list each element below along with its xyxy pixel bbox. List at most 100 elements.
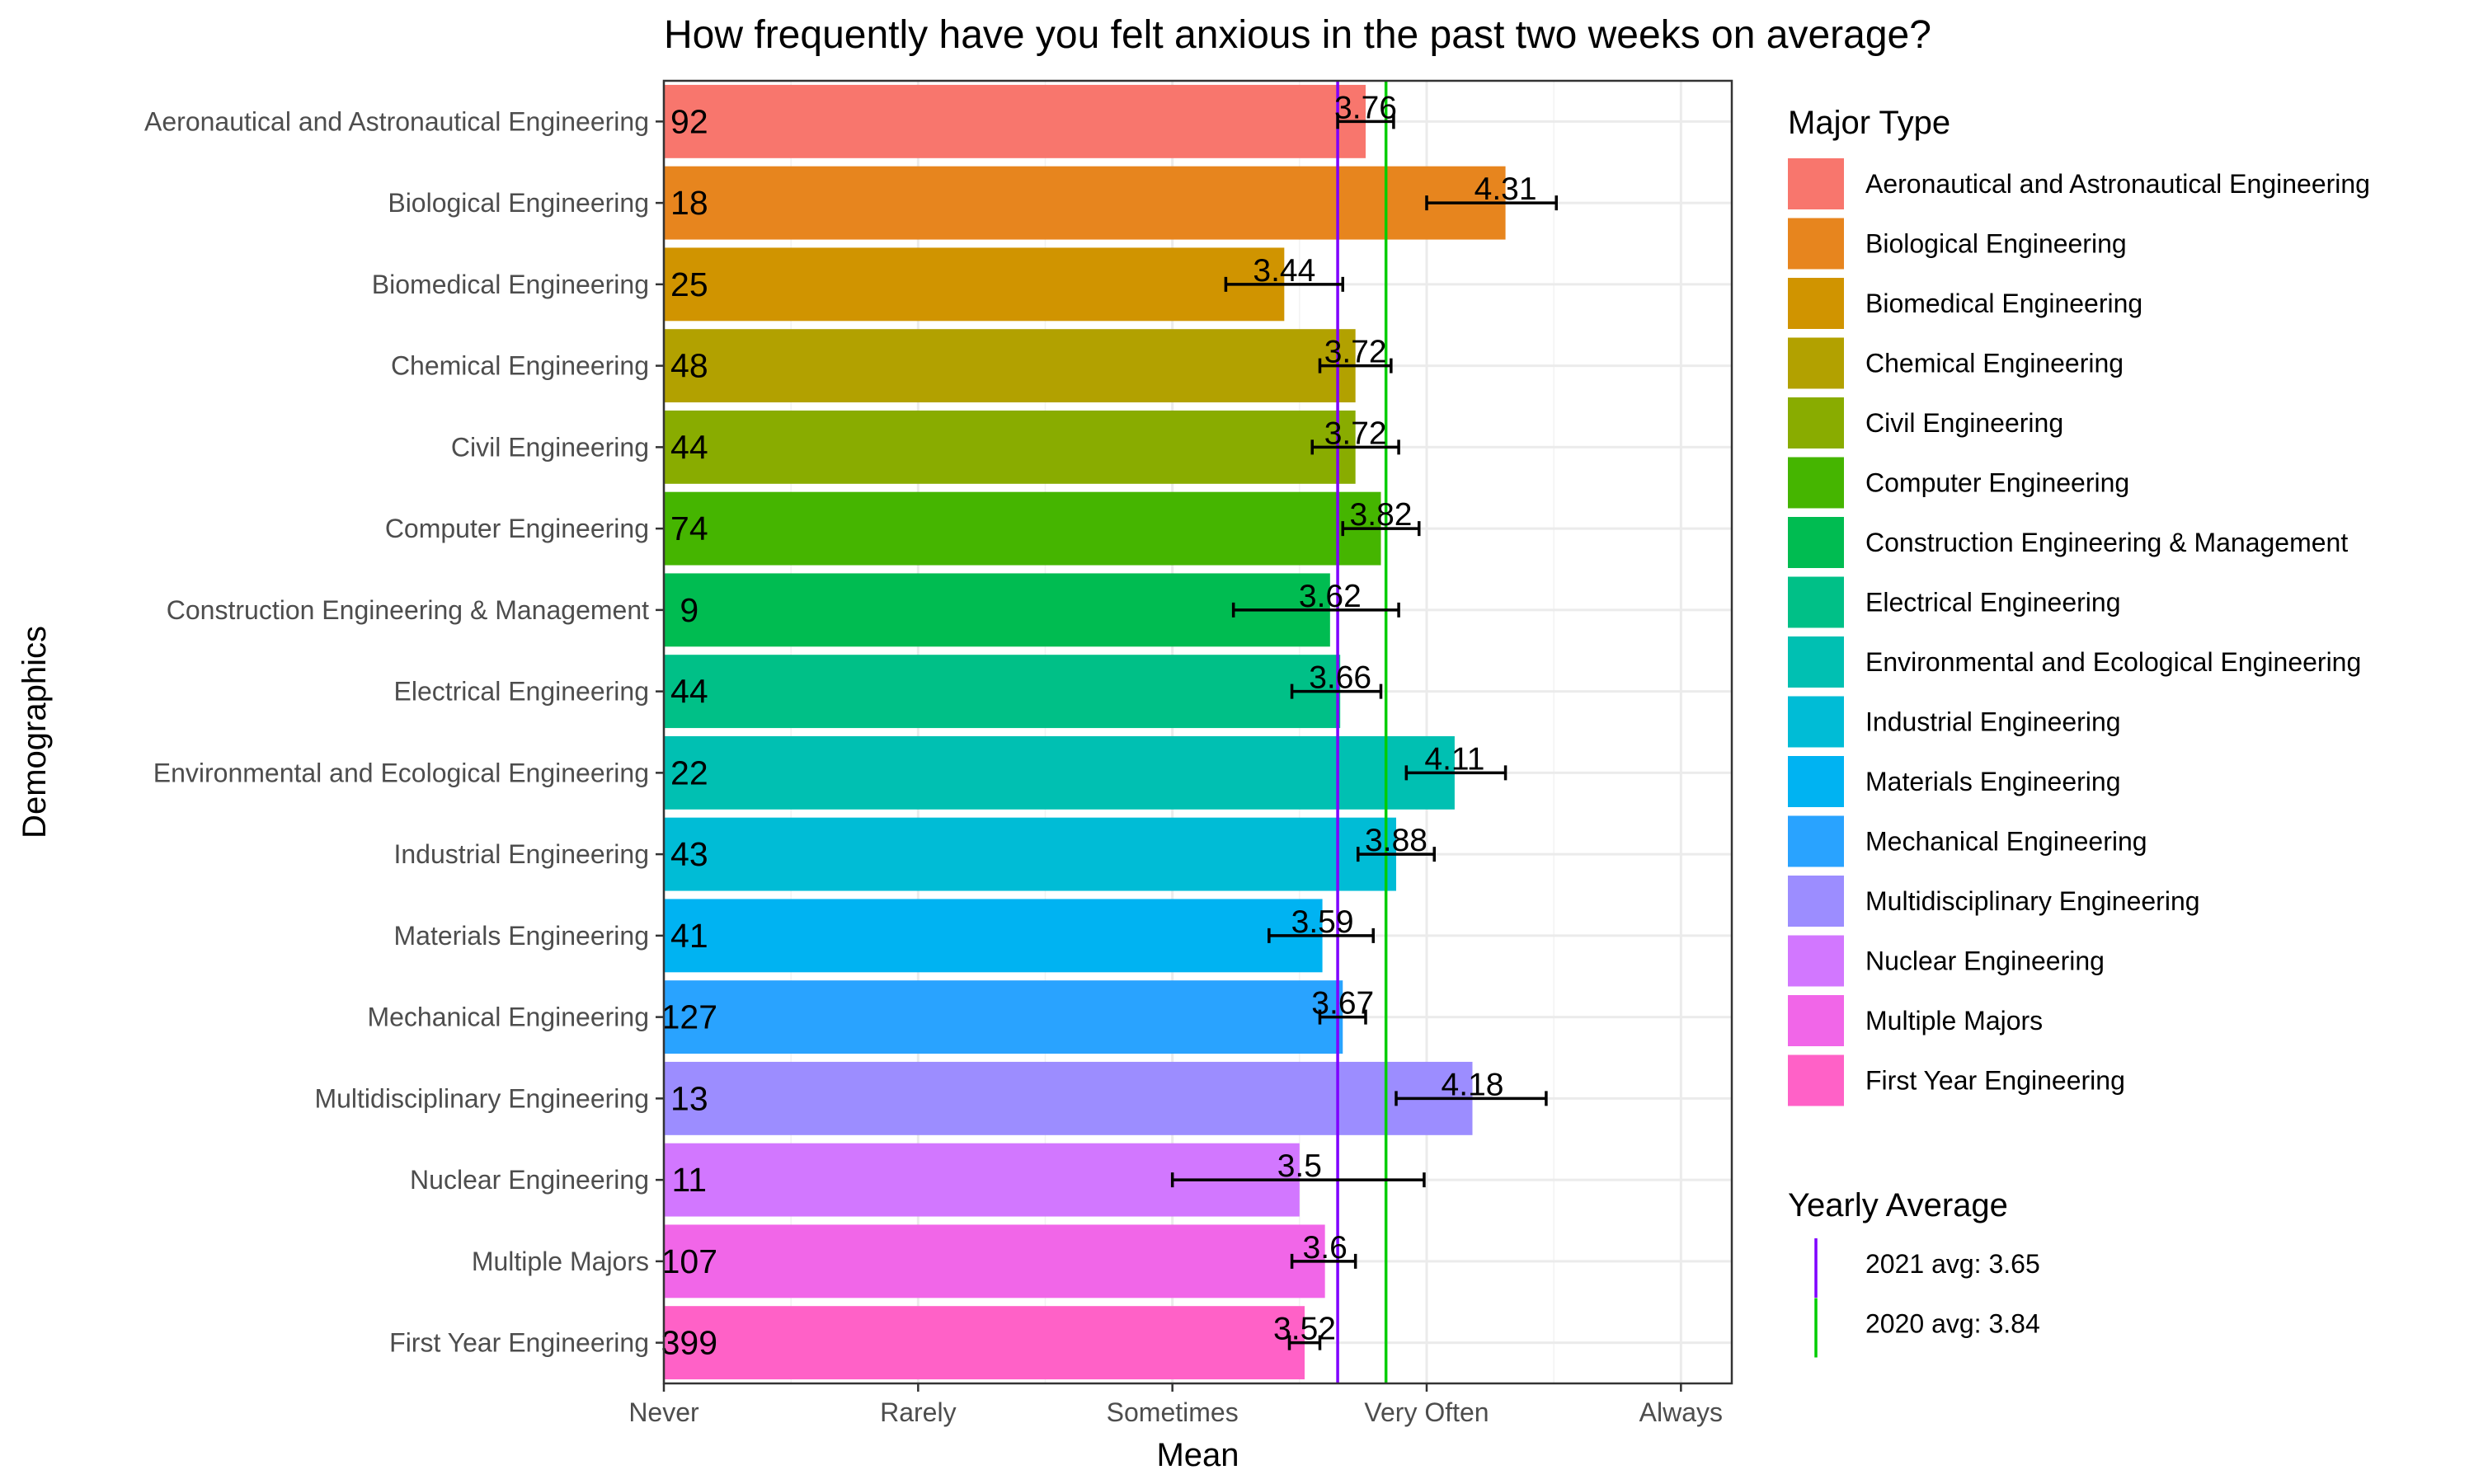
bar (664, 1061, 1473, 1135)
count-label: 11 (672, 1161, 708, 1199)
legend-label: Biological Engineering (1865, 229, 2127, 259)
y-tick-label: Biomedical Engineering (372, 270, 649, 299)
legend-key (1788, 218, 1844, 270)
legend-label: First Year Engineering (1865, 1066, 2125, 1096)
bar (664, 329, 1356, 403)
y-tick-label: Multiple Majors (472, 1247, 649, 1276)
legend-label: Computer Engineering (1865, 468, 2129, 498)
data-label: 3.44 (1253, 253, 1315, 289)
legend-key (1788, 636, 1844, 688)
count-label: 44 (670, 673, 708, 711)
data-label: 3.88 (1365, 823, 1427, 858)
legend-label: Construction Engineering & Management (1865, 528, 2348, 557)
data-label: 4.31 (1475, 171, 1537, 207)
count-label: 74 (670, 510, 708, 547)
count-label: 13 (670, 1079, 708, 1117)
bar (664, 247, 1285, 322)
data-label: 3.72 (1324, 416, 1387, 451)
legend-key (1788, 457, 1844, 509)
legend-key (1788, 696, 1844, 748)
legend-label: Industrial Engineering (1865, 707, 2121, 737)
legend-label: Electrical Engineering (1865, 588, 2121, 618)
legend-key (1788, 995, 1844, 1046)
y-tick-label: Civil Engineering (451, 432, 649, 462)
ref-legend-title: Yearly Average (1788, 1187, 2008, 1223)
bar (664, 166, 1506, 240)
legend-label: Environmental and Ecological Engineering (1865, 647, 2361, 677)
data-label: 4.11 (1424, 741, 1484, 777)
count-label: 9 (680, 591, 698, 629)
legend-key (1788, 397, 1844, 448)
y-tick-label: Materials Engineering (394, 921, 650, 951)
ref-legend-label: 2021 avg: 3.65 (1865, 1249, 2040, 1279)
bar (664, 817, 1396, 891)
count-label: 127 (661, 998, 717, 1036)
y-tick-label: Construction Engineering & Management (167, 595, 649, 625)
chart-title: How frequently have you felt anxious in … (664, 13, 1931, 57)
data-label: 3.5 (1277, 1148, 1322, 1184)
count-label: 107 (661, 1242, 717, 1280)
data-label: 3.6 (1303, 1230, 1348, 1266)
data-label: 3.67 (1311, 986, 1374, 1021)
legend-label: Biomedical Engineering (1865, 289, 2142, 318)
bar (664, 899, 1323, 973)
x-tick-label: Rarely (880, 1397, 956, 1427)
count-label: 399 (661, 1324, 717, 1362)
y-tick-label: Environmental and Ecological Engineering (153, 758, 649, 787)
x-tick-label: Never (628, 1397, 699, 1427)
bar (664, 491, 1381, 566)
legend-key (1788, 815, 1844, 867)
y-tick-label: Nuclear Engineering (410, 1165, 649, 1195)
x-tick-label: Always (1639, 1397, 1723, 1427)
legend-label: Chemical Engineering (1865, 349, 2124, 378)
y-tick-label: Multidisciplinary Engineering (314, 1083, 649, 1113)
legend-key (1788, 756, 1844, 807)
data-label: 3.52 (1273, 1312, 1336, 1347)
data-label: 3.66 (1309, 660, 1371, 696)
legend-key (1788, 158, 1844, 209)
legend-key (1788, 576, 1844, 628)
count-label: 22 (670, 754, 708, 791)
legend-label: Civil Engineering (1865, 408, 2063, 438)
legend-label: Multidisciplinary Engineering (1865, 886, 2200, 916)
legend-key (1788, 517, 1844, 568)
y-tick-label: Chemical Engineering (391, 351, 649, 381)
y-tick-label: Mechanical Engineering (367, 1003, 649, 1032)
count-label: 44 (670, 428, 708, 466)
y-tick-label: Computer Engineering (385, 514, 649, 543)
x-tick-label: Sometimes (1107, 1397, 1239, 1427)
bar (664, 84, 1366, 158)
count-label: 43 (670, 835, 708, 873)
count-label: 41 (670, 917, 708, 955)
count-label: 92 (670, 102, 708, 140)
bar (664, 573, 1330, 647)
y-axis-title: Demographics (16, 626, 53, 838)
data-label: 3.82 (1350, 497, 1413, 533)
data-label: 3.62 (1299, 579, 1362, 614)
bar (664, 1224, 1325, 1298)
count-label: 18 (670, 184, 708, 222)
ref-legend-label: 2020 avg: 3.84 (1865, 1309, 2040, 1339)
y-tick-label: Aeronautical and Astronautical Engineeri… (144, 106, 649, 136)
legend-key (1788, 1054, 1844, 1106)
bar (664, 980, 1343, 1054)
y-tick-label: First Year Engineering (389, 1328, 649, 1358)
x-axis-title: Mean (1156, 1437, 1239, 1473)
legend-label: Mechanical Engineering (1865, 827, 2147, 857)
bar (664, 410, 1356, 484)
legend-title: Major Type (1788, 105, 1950, 141)
bar (664, 655, 1341, 729)
y-tick-label: Industrial Engineering (393, 839, 649, 869)
legend-label: Multiple Majors (1865, 1006, 2043, 1036)
count-label: 48 (670, 347, 708, 385)
legend-key (1788, 337, 1844, 389)
y-tick-label: Electrical Engineering (394, 677, 650, 707)
data-label: 4.18 (1442, 1067, 1504, 1102)
plot-panel-border (662, 79, 1733, 1385)
bar (664, 735, 1455, 810)
data-label: 3.76 (1334, 90, 1397, 125)
legend-label: Nuclear Engineering (1865, 946, 2105, 976)
count-label: 25 (670, 265, 708, 303)
